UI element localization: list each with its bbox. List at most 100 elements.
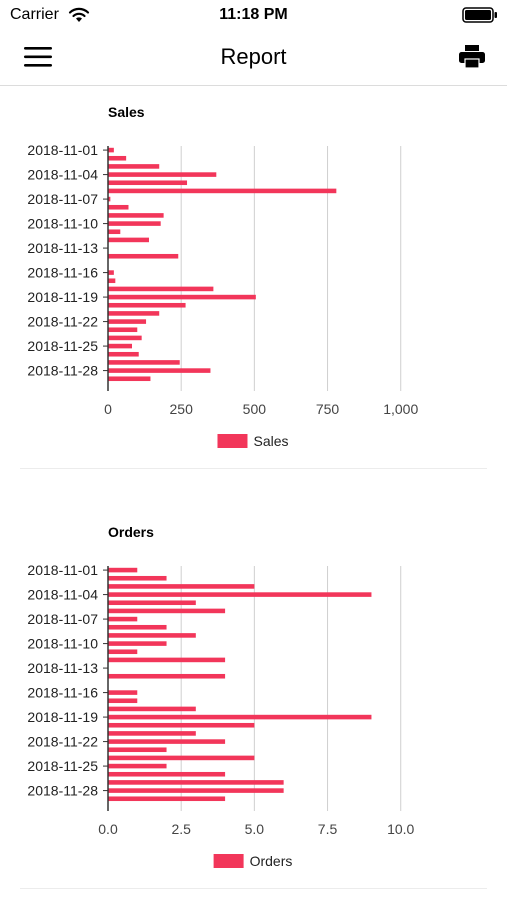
chart-title: Orders (108, 524, 154, 540)
bar (108, 739, 226, 744)
bar (108, 311, 160, 316)
bar (108, 592, 372, 597)
y-tick-label: 2018-11-28 (27, 363, 98, 379)
orders-chart-card: Orders 2018-11-01 2018-11-04 2018-11-07 2018… (0, 516, 507, 888)
bar (108, 714, 372, 720)
bar (108, 706, 196, 712)
bar (108, 188, 337, 194)
carrier-label: Carrier (10, 6, 59, 23)
bar (108, 763, 167, 769)
bar (108, 343, 133, 349)
orders-chart: Orders 2018-11-01 2018-11-04 2018-11-07 2018… (27, 524, 414, 869)
y-tick-label: 2018-11-25 (27, 338, 98, 354)
bar (108, 796, 226, 802)
legend-label: Orders (250, 853, 293, 869)
bar (108, 302, 186, 308)
section-divider (20, 468, 487, 469)
bar (108, 335, 142, 341)
bar (108, 649, 138, 655)
bar (108, 286, 214, 292)
bar (108, 788, 284, 793)
bar (108, 360, 180, 365)
bar (108, 780, 284, 785)
bar (108, 327, 138, 333)
bar (108, 196, 111, 202)
bar (108, 278, 116, 284)
bar (108, 164, 160, 169)
bar (108, 172, 217, 177)
bar (108, 294, 256, 300)
y-tick-label: 2018-11-16 (27, 265, 98, 281)
y-tick-label: 2018-11-22 (27, 734, 98, 750)
wifi-icon (68, 7, 90, 22)
nav-bar: Report (0, 32, 507, 86)
menu-icon[interactable] (22, 44, 54, 70)
legend-swatch (217, 434, 248, 448)
bar (108, 155, 127, 161)
y-tick-label: 2018-11-28 (27, 783, 98, 799)
bar (108, 608, 226, 614)
print-icon[interactable] (458, 44, 486, 70)
bar (108, 229, 121, 235)
x-tick-label: 0 (104, 401, 112, 417)
sales-chart-card: Sales 2018-11-01 2018-11-04 2018-11-07 2018-… (0, 96, 507, 468)
y-tick-label: 2018-11-01 (27, 142, 98, 158)
bar (108, 616, 138, 622)
bar (108, 213, 164, 218)
bar (108, 351, 139, 357)
y-tick-label: 2018-11-10 (27, 216, 98, 232)
bar (108, 698, 138, 704)
bar (108, 584, 255, 589)
bar (108, 747, 167, 753)
bar (108, 624, 167, 630)
bar (108, 722, 255, 728)
bar (108, 253, 179, 259)
y-tick-label: 2018-11-19 (27, 709, 98, 725)
x-tick-label: 0.0 (98, 821, 118, 837)
bar (108, 600, 196, 606)
bar (108, 147, 114, 153)
sales-chart: Sales 2018-11-01 2018-11-04 2018-11-07 2018-… (27, 104, 418, 449)
section-divider (20, 888, 487, 889)
legend-label: Sales (253, 433, 288, 449)
y-tick-label: 2018-11-01 (27, 562, 98, 578)
bar (108, 755, 255, 761)
bar (108, 204, 129, 210)
bar (108, 673, 226, 679)
x-tick-label: 10.0 (387, 821, 414, 837)
bar (108, 376, 151, 382)
status-time: 11:18 PM (219, 6, 288, 23)
bar (108, 319, 147, 324)
y-tick-label: 2018-11-16 (27, 685, 98, 701)
bar (108, 641, 167, 646)
bar (108, 237, 149, 243)
x-tick-label: 2.5 (171, 821, 191, 837)
bar (108, 368, 211, 373)
y-tick-label: 2018-11-13 (27, 240, 98, 256)
bar (108, 771, 226, 777)
legend-swatch (213, 854, 244, 868)
bar (108, 270, 114, 275)
bar (108, 180, 188, 186)
bar (108, 221, 161, 226)
x-tick-label: 500 (243, 401, 267, 417)
y-tick-label: 2018-11-07 (27, 611, 98, 627)
y-tick-label: 2018-11-13 (27, 660, 98, 676)
page-title: Report (220, 44, 287, 69)
y-tick-label: 2018-11-22 (27, 314, 98, 330)
bar (108, 657, 226, 663)
bar (108, 690, 138, 695)
x-tick-label: 1,000 (383, 401, 418, 417)
bar (108, 633, 196, 638)
y-tick-label: 2018-11-25 (27, 758, 98, 774)
x-tick-label: 750 (316, 401, 340, 417)
y-tick-label: 2018-11-19 (27, 289, 98, 305)
bar (108, 575, 167, 581)
y-tick-label: 2018-11-10 (27, 636, 98, 652)
chart-title: Sales (108, 104, 145, 120)
bar (108, 731, 196, 736)
status-bar: Carrier 11:18 PM (0, 0, 507, 32)
y-tick-label: 2018-11-04 (27, 167, 98, 183)
x-tick-label: 250 (170, 401, 194, 417)
y-tick-label: 2018-11-07 (27, 191, 98, 207)
